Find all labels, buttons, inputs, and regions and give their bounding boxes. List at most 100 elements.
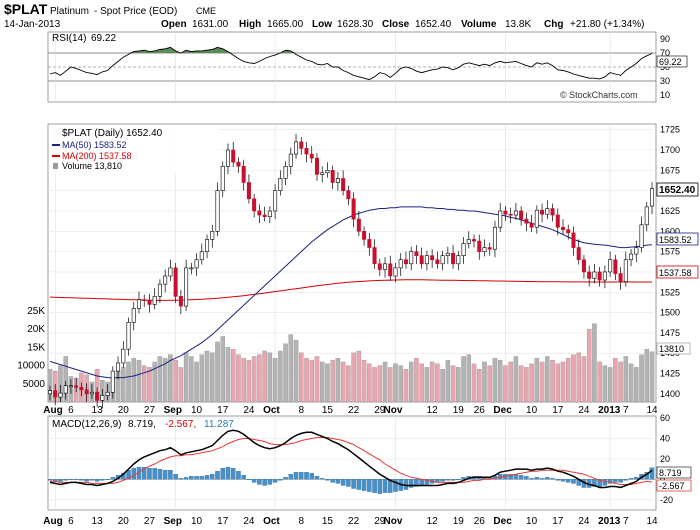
macd-frame: [47, 415, 657, 511]
volume-bar: [262, 350, 267, 403]
volume-bar: [586, 328, 592, 403]
candle-body: [618, 273, 623, 282]
volume-bar: [576, 352, 581, 403]
macd-histogram-bar: [419, 479, 424, 486]
header-close: 1652.40: [415, 19, 452, 30]
candle-body: [529, 222, 534, 228]
macd-histogram-bar: [571, 479, 576, 484]
candle-body: [377, 263, 382, 270]
x-tick-label: 10: [526, 516, 538, 527]
candle-body: [231, 149, 236, 163]
price-legend: $PLAT (Daily) 1652.40 MA(50) 1583.52 MA(…: [50, 126, 220, 174]
candle-body: [262, 214, 267, 217]
volume-bar: [450, 365, 456, 403]
volume-bar: [199, 354, 205, 403]
macd-histogram-bar: [445, 479, 451, 481]
macd-histogram-bar: [529, 478, 534, 480]
candle-body: [131, 308, 136, 323]
macd-histogram-bar: [89, 479, 95, 481]
legend-volume-swatch: [53, 163, 58, 169]
legend-ma50-swatch: [52, 144, 60, 146]
volume-bar: [560, 361, 566, 403]
header-volume: 13.8K: [505, 19, 531, 30]
rsi-badge-bg: [656, 55, 688, 68]
volume-bar: [471, 363, 477, 403]
macd-histogram-bar: [602, 479, 608, 486]
volume-bar: [571, 354, 576, 403]
candle-body: [477, 240, 482, 252]
x-tick-label: 24: [243, 516, 255, 527]
volume-badge: 13810: [659, 344, 684, 354]
macd-histogram-bar: [189, 476, 194, 480]
volume-bar: [613, 358, 618, 403]
volume-bar: [482, 361, 487, 403]
macd-histogram-bar: [356, 479, 362, 490]
price-panel: $PLAT (Daily) 1652.40 MA(50) 1583.52 MA(…: [17, 123, 699, 409]
candle-body: [100, 395, 105, 401]
volume-bar: [424, 367, 430, 403]
candle-body: [623, 259, 628, 282]
volume-bar: [210, 352, 215, 403]
volume-bar: [607, 367, 613, 403]
volume-bar: [524, 367, 529, 403]
macd-tick-label: -20: [660, 495, 673, 505]
candle-body: [561, 226, 566, 230]
volume-bar: [367, 363, 372, 403]
candle-body: [419, 255, 424, 265]
volume-bar: [194, 361, 199, 403]
close-badge-bg: [656, 182, 699, 197]
macd-histogram-bar: [539, 478, 545, 480]
macd-histogram-bar: [393, 479, 398, 492]
volume-bar: [340, 361, 346, 403]
x-tick-label: 12: [427, 516, 439, 527]
macd-histogram-bar: [550, 478, 555, 480]
candle-body: [330, 170, 335, 183]
x-tick-label: 17: [552, 405, 564, 416]
price-tick-label: 1575: [660, 247, 680, 257]
close-badge: 1652.40: [659, 185, 696, 196]
volume-tick-label: 15K: [27, 342, 45, 353]
volume-bar: [623, 356, 629, 403]
rsi-overbought-segment: [212, 47, 218, 53]
candle-body: [566, 229, 571, 234]
volume-bar: [440, 369, 445, 403]
candle-body: [550, 208, 555, 216]
candle-body: [241, 165, 246, 183]
volume-bar: [351, 352, 356, 403]
x-tick-label: 15: [322, 405, 334, 416]
macd-histogram-bar: [335, 479, 341, 484]
x-tick-label: 10: [191, 516, 203, 527]
candle-body: [236, 161, 241, 167]
volume-bar: [597, 361, 602, 403]
candle-body: [367, 239, 372, 248]
candle-body: [629, 253, 634, 261]
volume-bar: [466, 354, 472, 403]
macd-signal-line: [50, 437, 653, 485]
macd-histogram-bar: [361, 479, 367, 491]
macd-histogram-bar: [634, 477, 639, 480]
ma200-badge-bg: [656, 265, 699, 279]
volume-bar: [602, 365, 608, 403]
macd-histogram-bar: [94, 479, 100, 482]
x-tick-label: Nov: [383, 405, 402, 416]
volume-bar: [183, 352, 189, 403]
macd-tick-label: 60: [660, 413, 670, 423]
candle-body: [639, 224, 644, 248]
x-tick-label: 14: [646, 516, 658, 527]
volume-bar: [325, 363, 330, 403]
volume-bar: [388, 367, 393, 403]
candle-body: [602, 271, 607, 281]
macd-histogram-bar: [267, 479, 273, 485]
candle-body: [299, 141, 304, 149]
volume-bar: [136, 359, 142, 403]
header-desc: - Spot Price (EOD): [94, 6, 177, 17]
candle-body: [84, 389, 89, 395]
macd-histogram-bar: [623, 479, 629, 481]
legend-title: $PLAT (Daily) 1652.40: [62, 128, 163, 139]
volume-bar: [487, 365, 492, 403]
rsi-panel: RSI(14) 69.22 © StockCharts.com 90705030…: [47, 31, 688, 103]
candle-body: [53, 390, 58, 398]
candle-body: [294, 141, 299, 155]
volume-bar: [309, 359, 314, 403]
